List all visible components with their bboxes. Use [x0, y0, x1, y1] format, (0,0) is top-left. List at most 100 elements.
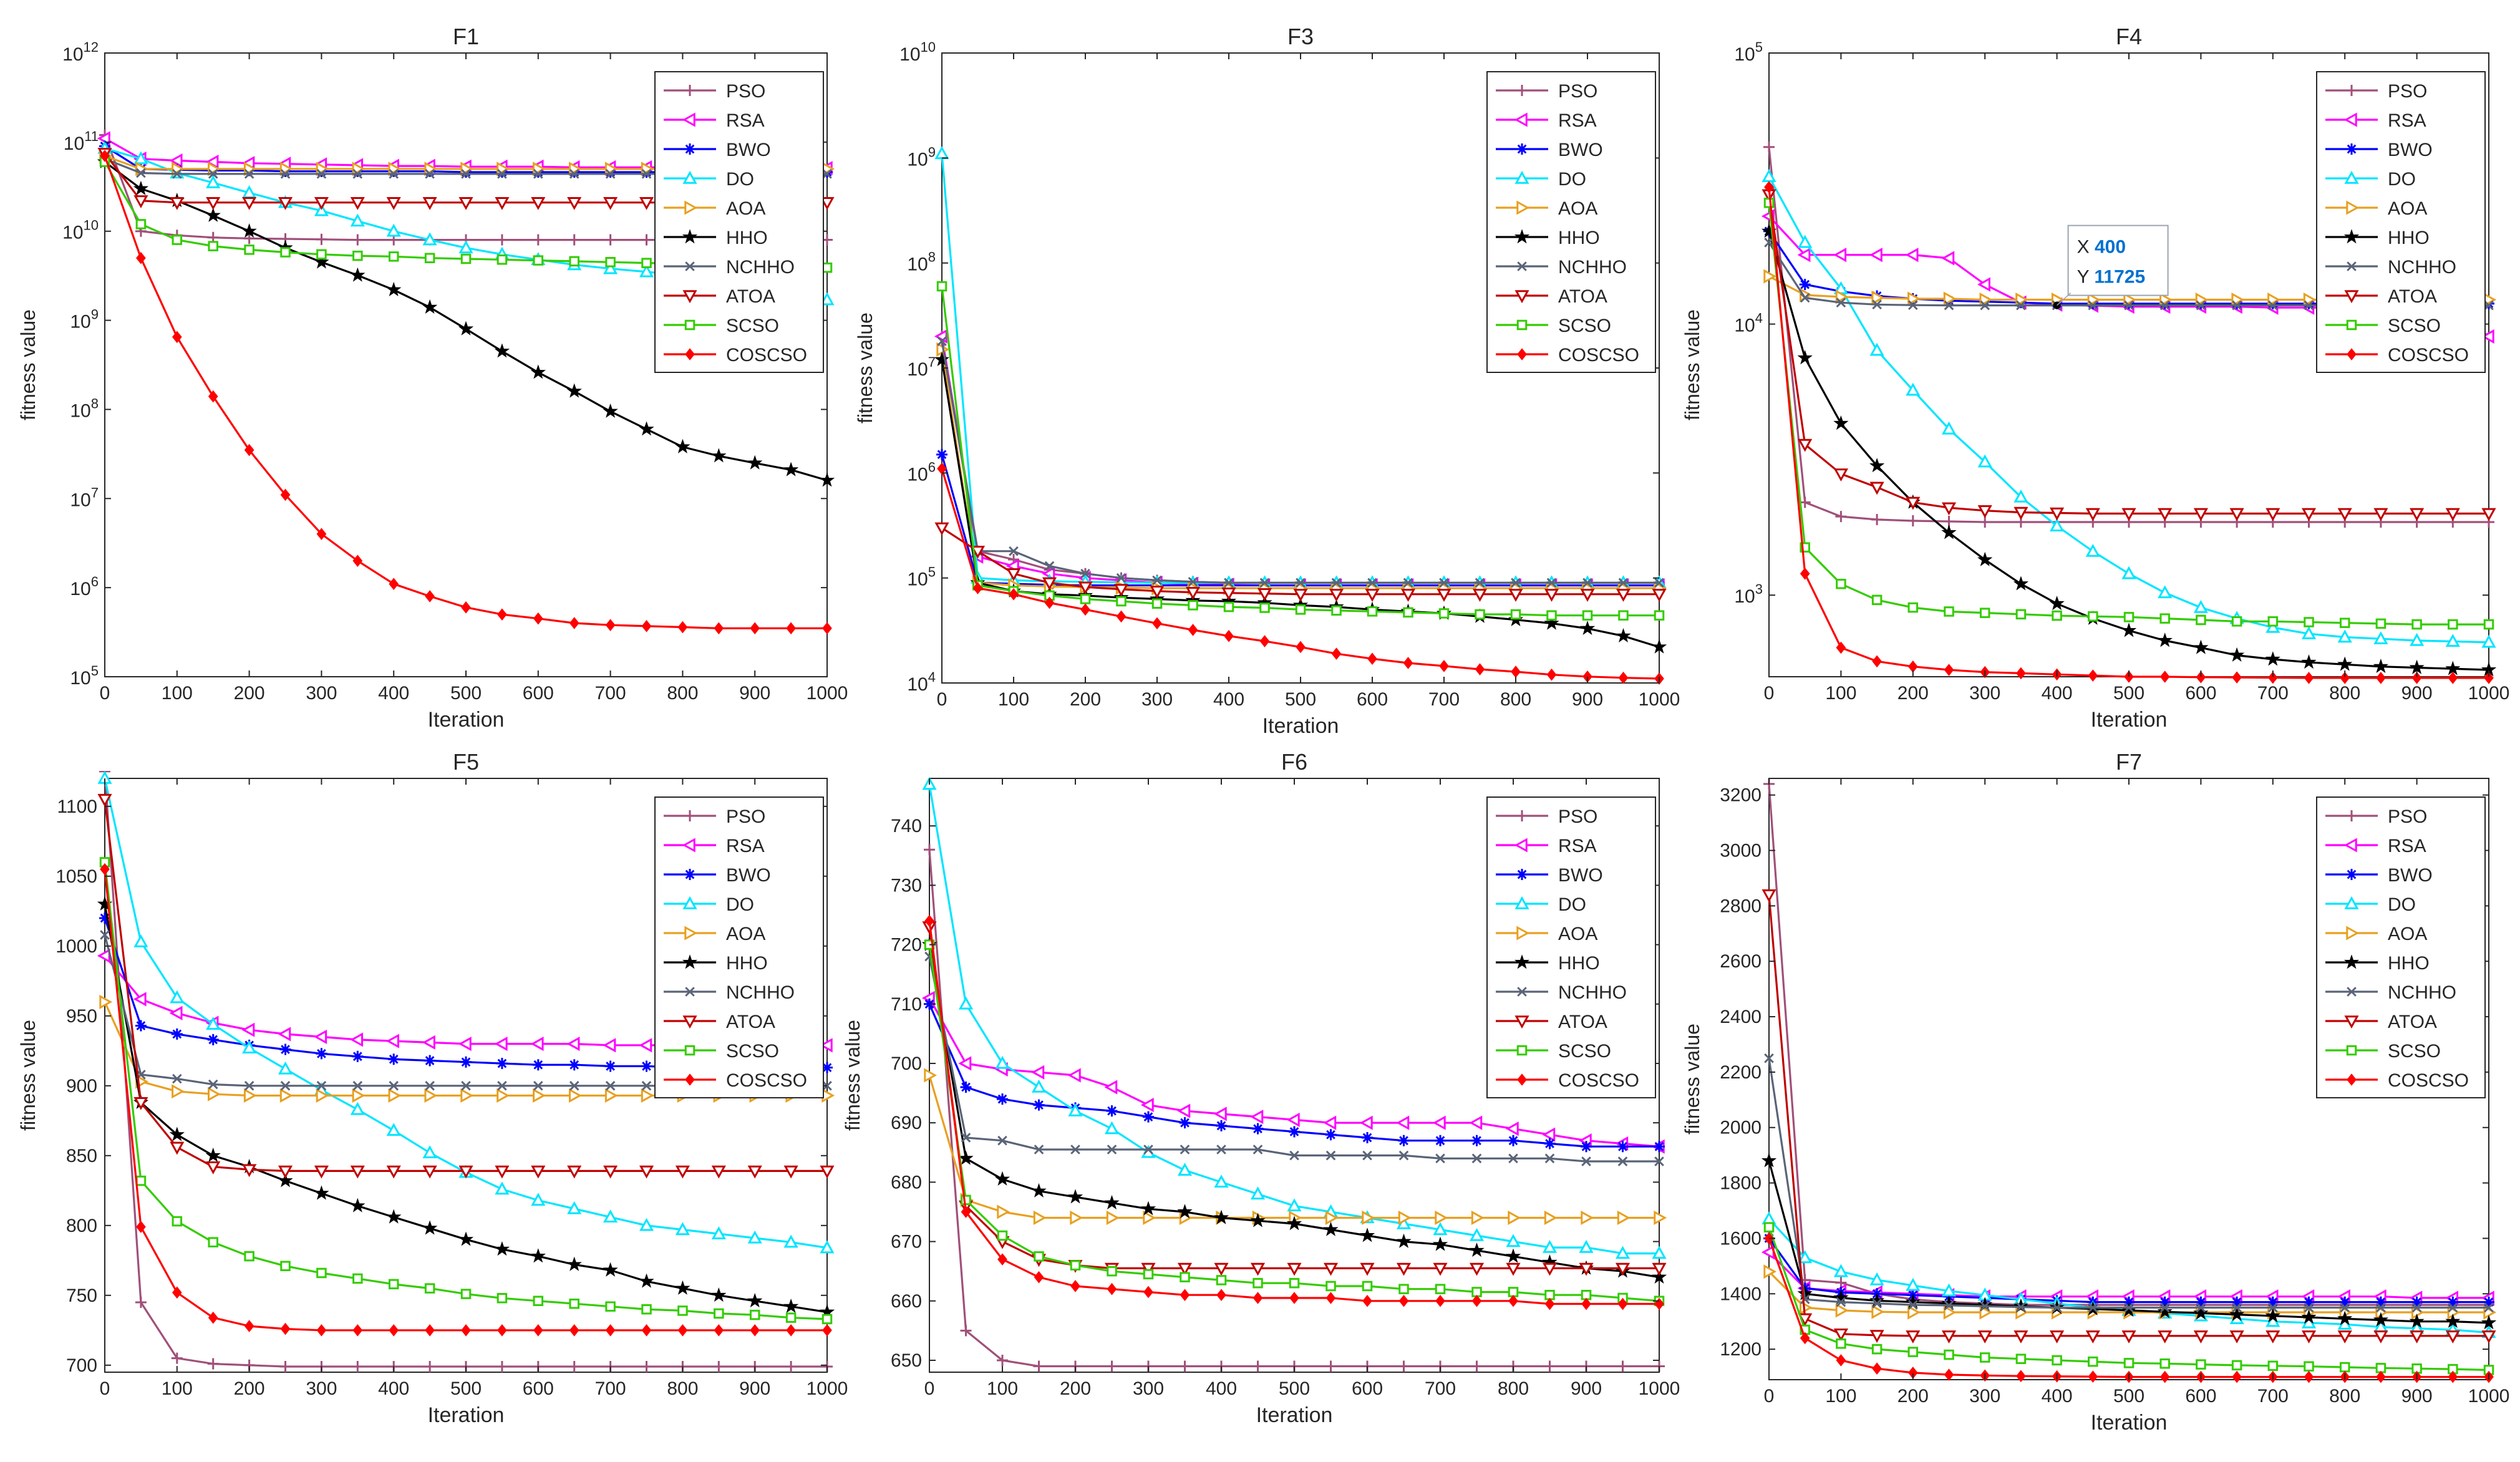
point-coscso-700 — [605, 619, 616, 631]
point-bwo-650 — [568, 1059, 580, 1071]
legend-item-atoa: ATOA — [1496, 286, 1607, 307]
point-do-200 — [1906, 1277, 1921, 1291]
point-hho-350 — [2013, 1298, 2029, 1313]
point-nchho-150 — [1872, 1299, 1882, 1309]
legend-item-coscso: COSCSO — [2325, 345, 2469, 366]
point-aoa-200 — [1907, 291, 1921, 306]
point-aoa-750 — [641, 1088, 654, 1103]
x-tick-label: 400 — [2042, 1386, 2073, 1406]
point-nchho-800 — [2340, 1302, 2350, 1313]
point-bwo-550 — [1325, 1129, 1337, 1141]
point-hho-950 — [2445, 661, 2461, 675]
point-rsa-400 — [1213, 1106, 1227, 1121]
legend-item-nchho: NCHHO — [664, 982, 795, 1003]
point-rsa-550 — [1323, 1115, 1337, 1130]
point-aoa-250 — [279, 1088, 293, 1103]
point-pso-600 — [532, 234, 544, 246]
legend-marker-rsa — [1514, 112, 1528, 127]
legend-marker-atoa — [2344, 1015, 2359, 1029]
point-do-250 — [1941, 1283, 1957, 1297]
point-scso-650 — [1398, 1284, 1409, 1294]
point-hho-500 — [1286, 1216, 1302, 1231]
x-tick-label: 700 — [2257, 1386, 2289, 1406]
point-atoa-350 — [1177, 1262, 1193, 1276]
legend-marker-coscso — [1517, 348, 1527, 361]
point-scso-650 — [2231, 1360, 2242, 1371]
point-atoa-650 — [567, 1165, 582, 1179]
legend-item-pso: PSO — [664, 81, 765, 102]
point-bwo-400 — [388, 1053, 400, 1065]
x-tick-label: 0 — [937, 689, 947, 710]
legend-marker-atoa — [682, 290, 697, 304]
point-atoa-600 — [1360, 1262, 1375, 1276]
chart-title: F5 — [453, 749, 479, 775]
legend-marker-bwo — [684, 869, 695, 880]
point-rsa-200 — [1067, 1068, 1081, 1083]
point-coscso-650 — [569, 1324, 579, 1337]
point-atoa-650 — [1400, 589, 1416, 602]
x-tick-label: 100 — [162, 683, 193, 704]
legend-item-pso: PSO — [664, 806, 765, 827]
point-atoa-400 — [2050, 1330, 2065, 1343]
point-do-600 — [2193, 599, 2208, 613]
point-scso-900 — [749, 1309, 760, 1320]
point-do-150 — [206, 1017, 221, 1030]
point-scso-550 — [497, 1293, 508, 1304]
point-do-900 — [1579, 1239, 1594, 1253]
point-hho-550 — [2157, 1304, 2173, 1319]
plot-area — [97, 771, 835, 1373]
point-hho-600 — [2193, 639, 2209, 654]
legend-label-do: DO — [1558, 894, 1586, 915]
point-rsa-750 — [639, 1038, 652, 1053]
point-atoa-0 — [934, 522, 949, 536]
point-scso-850 — [2375, 618, 2387, 629]
legend-label-nchho: NCHHO — [1558, 982, 1627, 1003]
y-tick-label: 109 — [907, 144, 936, 170]
legend-marker-rsa — [2343, 838, 2357, 853]
x-tick-label: 1000 — [1639, 1378, 1680, 1399]
point-bwo-50 — [1799, 279, 1811, 291]
y-tick-label: 3000 — [1720, 841, 1762, 861]
point-aoa-300 — [1979, 1305, 1993, 1320]
datatip[interactable]: X 400 Y 11725 — [2053, 225, 2169, 309]
point-hho-50 — [1797, 350, 1813, 365]
x-tick-label: 1000 — [2468, 1386, 2510, 1406]
legend-label-nchho: NCHHO — [1558, 257, 1627, 278]
point-bwo-400 — [1216, 1120, 1227, 1131]
point-coscso-150 — [208, 390, 218, 403]
chart-panel-f7: F7 0 100 200 300 400 500 600 700 800 900 1000 1200 14… — [1681, 749, 2509, 1435]
legend-label-bwo: BWO — [726, 865, 771, 886]
x-tick-label: 1000 — [1639, 689, 1680, 710]
y-tick-label: 105 — [70, 663, 99, 689]
point-do-50 — [133, 934, 148, 947]
point-hho-400 — [386, 1209, 402, 1224]
point-bwo-100 — [997, 1093, 1008, 1105]
point-atoa-50 — [1798, 438, 1813, 452]
legend-marker-do — [1514, 170, 1529, 184]
legend-item-bwo: BWO — [664, 140, 771, 160]
legend-marker-coscso — [685, 1073, 695, 1086]
y-tick-label: 850 — [66, 1146, 97, 1166]
point-nchho-1000 — [1654, 578, 1664, 588]
point-rsa-650 — [1396, 1115, 1410, 1130]
point-aoa-300 — [316, 1088, 329, 1103]
legend-marker-do — [682, 170, 697, 184]
x-tick-label: 600 — [2185, 1386, 2216, 1406]
legend-marker-aoa — [2346, 926, 2360, 941]
point-pso-650 — [568, 234, 580, 246]
point-do-750 — [639, 1218, 654, 1231]
point-coscso-800 — [677, 1324, 688, 1337]
point-hho-900 — [747, 455, 763, 470]
point-coscso-550 — [1325, 1292, 1336, 1304]
legend-marker-pso — [684, 810, 695, 821]
point-coscso-350 — [352, 1324, 363, 1337]
point-rsa-650 — [566, 1037, 580, 1052]
point-rsa-850 — [1542, 1127, 1556, 1142]
point-nchho-0 — [1764, 237, 1774, 248]
y-axis-label: fitness value — [17, 309, 39, 420]
y-tick-label: 660 — [891, 1291, 922, 1312]
point-pso-100 — [997, 1354, 1008, 1366]
point-pso-450 — [424, 1361, 436, 1373]
legend-item-bwo: BWO — [1496, 140, 1603, 160]
point-do-500 — [2121, 566, 2136, 579]
